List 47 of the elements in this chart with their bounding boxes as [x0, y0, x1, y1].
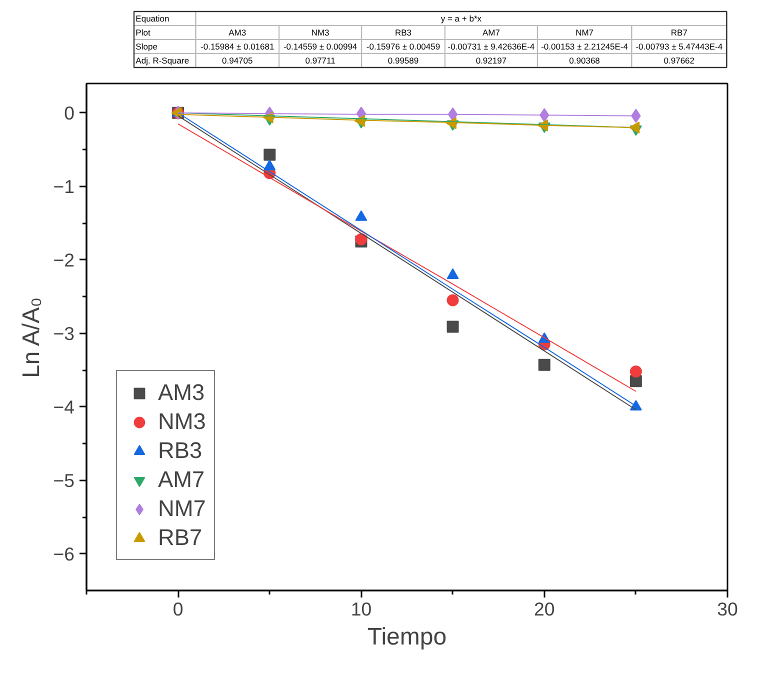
y-tick-label: −5 [53, 470, 75, 491]
text: RB3 [394, 28, 412, 38]
y-tick-label: −2 [53, 249, 75, 270]
legend-label: RB7 [158, 524, 202, 551]
x-axis-title: Tiempo [367, 624, 447, 650]
text: -0.15976 ± 0.00459 [366, 42, 440, 52]
text: NM3 [311, 28, 330, 38]
text: -0.15984 ± 0.01681 [200, 42, 274, 52]
text: 0.97662 [664, 56, 695, 66]
y-axis-title: Ln A/A₀ [18, 297, 46, 378]
y-tick-label: −4 [53, 396, 75, 418]
text: -0.14559 ± 0.00994 [283, 42, 358, 52]
text: 0.94705 [222, 56, 254, 66]
point [538, 358, 550, 371]
text: 0.97711 [305, 56, 336, 66]
legend-label: RB3 [158, 437, 202, 464]
text: Equation [136, 14, 170, 24]
x-tick-label: 30 [717, 598, 738, 620]
text: AM3 [228, 28, 246, 38]
point [446, 294, 459, 306]
point [264, 148, 276, 161]
x-tick-label: 10 [350, 598, 372, 620]
y-tick-label: 0 [64, 102, 75, 124]
text: 0.92197 [476, 56, 507, 66]
y-tick-label: −3 [53, 322, 75, 344]
text: y = a + b*x [440, 14, 482, 24]
text: Plot [136, 28, 151, 38]
text: -0.00793 ± 5.47443E-4 [636, 42, 723, 52]
legend-label: AM3 [158, 379, 205, 406]
point [630, 366, 642, 378]
text: -0.00731 ± 9.42636E-4 [448, 42, 535, 52]
text: RB7 [670, 28, 688, 38]
x-tick-label: 20 [534, 598, 555, 620]
y-tick-label: −1 [53, 176, 75, 197]
text: -0.00153 ± 2.21245E-4 [541, 42, 628, 52]
text: AM7 [482, 28, 500, 38]
legend-label: NM7 [158, 495, 206, 522]
legend-label: NM3 [158, 408, 206, 435]
text: 0.90368 [569, 56, 600, 66]
text: Slope [136, 42, 158, 52]
x-tick-label: 0 [172, 598, 184, 620]
text: 0.99589 [388, 56, 419, 66]
legend-label: AM7 [158, 466, 205, 493]
y-tick-label: −6 [53, 543, 75, 564]
text: NM7 [576, 28, 594, 38]
point [446, 320, 459, 333]
text: Adj. R-Square [136, 56, 190, 66]
